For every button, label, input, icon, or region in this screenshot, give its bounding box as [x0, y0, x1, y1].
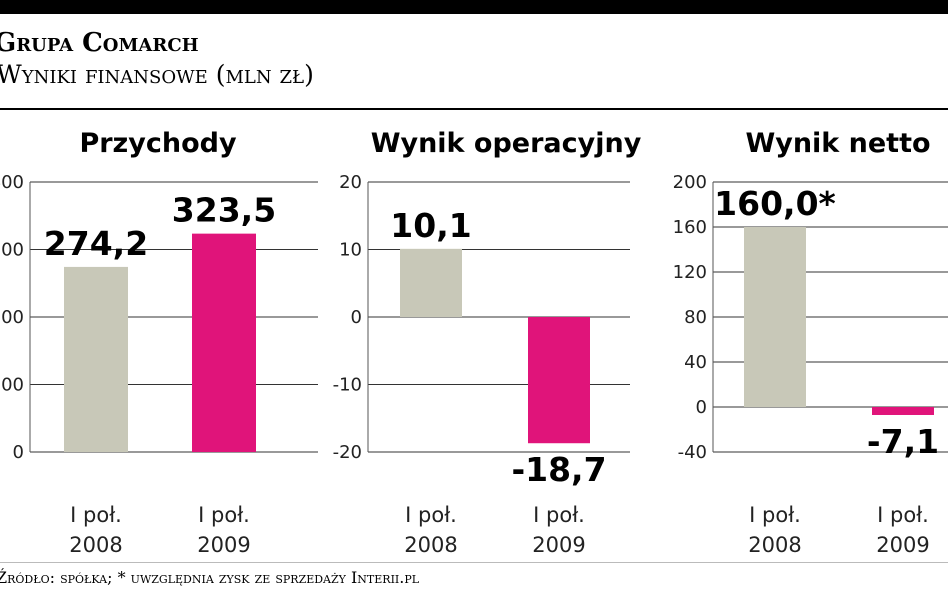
y-tick-label: 0: [351, 307, 362, 328]
y-tick-label: 20: [339, 172, 362, 193]
bar: [744, 227, 806, 407]
header-rule: [0, 108, 948, 110]
category-label: I poł.: [70, 503, 122, 527]
chart-header-title: Grupa Comarch: [0, 28, 199, 58]
y-tick-label: 160: [673, 217, 707, 238]
category-label: 2008: [69, 533, 122, 557]
data-label: 160,0*: [714, 184, 836, 223]
category-label: I poł.: [198, 503, 250, 527]
y-tick-label: 0: [13, 442, 24, 463]
category-label: 2008: [404, 533, 457, 557]
y-tick-label: -10: [333, 375, 362, 396]
bar: [528, 317, 590, 444]
panel-title: Wynik operacyjny: [371, 128, 642, 159]
data-label: 274,2: [44, 224, 148, 263]
category-label: I poł.: [533, 503, 585, 527]
data-label: 323,5: [172, 191, 276, 230]
y-tick-label: 200: [673, 172, 707, 193]
bar: [400, 248, 462, 317]
category-label: 2009: [876, 533, 929, 557]
category-label: I poł.: [405, 503, 457, 527]
y-tick-label: -20: [333, 442, 362, 463]
category-label: 2009: [532, 533, 585, 557]
source-note: Źródło: spółka; * uwzględnia zysk ze spr…: [0, 568, 420, 587]
chart-header-subtitle: Wyniki finansowe (mln zł): [0, 60, 314, 89]
data-label: -18,7: [511, 450, 606, 489]
category-label: I poł.: [749, 503, 801, 527]
category-label: 2009: [197, 533, 250, 557]
y-tick-label: 0: [696, 397, 707, 418]
y-tick-label: 300: [0, 240, 24, 261]
y-tick-label: 40: [684, 352, 707, 373]
data-label: 10,1: [390, 206, 471, 245]
bar: [64, 266, 128, 452]
panel-title: Przychody: [79, 128, 237, 159]
category-label: 2008: [748, 533, 801, 557]
y-tick-label: 120: [673, 262, 707, 283]
bar: [872, 407, 934, 415]
y-tick-label: 10: [339, 240, 362, 261]
y-tick-label: -40: [678, 442, 707, 463]
y-tick-label: 200: [0, 307, 24, 328]
y-tick-label: 400: [0, 172, 24, 193]
top-black-bar: [0, 0, 948, 14]
data-label: -7,1: [867, 422, 939, 461]
bar: [192, 233, 256, 452]
panel-title: Wynik netto: [745, 128, 930, 159]
footer-rule: [0, 562, 948, 563]
y-tick-label: 100: [0, 375, 24, 396]
category-label: I poł.: [877, 503, 929, 527]
y-tick-label: 80: [684, 307, 707, 328]
